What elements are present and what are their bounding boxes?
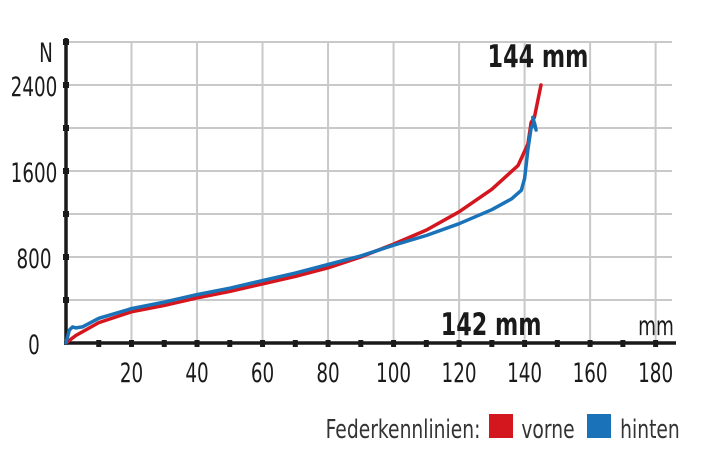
y-tick-label: 800 (16, 245, 51, 275)
x-tick-mark (653, 340, 659, 347)
y-axis-label: N (39, 39, 53, 69)
x-tick-label: 120 (442, 359, 477, 389)
series-lines (64, 83, 543, 345)
y-tick-label: 2400 (11, 73, 58, 103)
x-tick-label: 60 (251, 359, 274, 389)
x-tick-label: 40 (185, 359, 208, 389)
y-tick-mark (63, 82, 69, 88)
x-tick-mark (456, 340, 462, 347)
legend-title: Federkennlinien: (326, 415, 481, 445)
y-tick-mark (63, 39, 69, 45)
x-tick-mark (325, 340, 331, 347)
x-tick-mark (489, 340, 495, 347)
x-tick-mark (358, 340, 364, 347)
x-tick-mark (96, 340, 102, 347)
legend-swatch-vorne (489, 414, 513, 438)
y-tick-label: 0 (28, 331, 40, 361)
y-tick-mark (63, 297, 69, 303)
y-tick-mark (63, 125, 69, 131)
x-tick-mark (161, 340, 167, 347)
axes (63, 38, 676, 347)
grid (66, 41, 672, 343)
x-tick-label: 20 (120, 359, 143, 389)
legend-label-vorne: vorne (521, 415, 574, 445)
y-tick-mark (63, 254, 69, 260)
x-tick-mark (423, 340, 429, 347)
x-tick-mark (554, 340, 560, 347)
x-tick-label: 140 (507, 359, 542, 389)
legend-label-hinten: hinten (620, 415, 680, 445)
x-tick-mark (292, 340, 298, 347)
y-tick-label: 1600 (11, 159, 58, 189)
x-tick-mark (620, 340, 626, 347)
annotation-vorne: 144 mm (488, 39, 589, 75)
y-tick-mark (63, 211, 69, 217)
legend: Federkennlinien: vorne hinten (326, 414, 680, 445)
x-tick-mark (227, 340, 233, 347)
x-tick-mark (391, 340, 397, 347)
x-tick-mark (587, 340, 593, 347)
chart-labels: 0 800 1600 2400 20 40 60 80 100 120 140 160 180 Nmm 14… (11, 39, 674, 389)
x-tick-label: 100 (376, 359, 411, 389)
x-tick-mark (522, 340, 528, 347)
series-line-hinten (64, 115, 538, 345)
legend-swatch-hinten (587, 414, 611, 438)
x-axis-label: mm (638, 312, 674, 342)
annotation-hinten: 142 mm (441, 308, 542, 344)
x-tick-mark (194, 340, 200, 347)
x-tick-label: 180 (638, 359, 673, 389)
x-tick-label: 80 (316, 359, 339, 389)
y-tick-mark (63, 168, 69, 174)
x-tick-mark (129, 340, 135, 347)
x-tick-mark (260, 340, 266, 347)
x-tick-label: 160 (573, 359, 608, 389)
